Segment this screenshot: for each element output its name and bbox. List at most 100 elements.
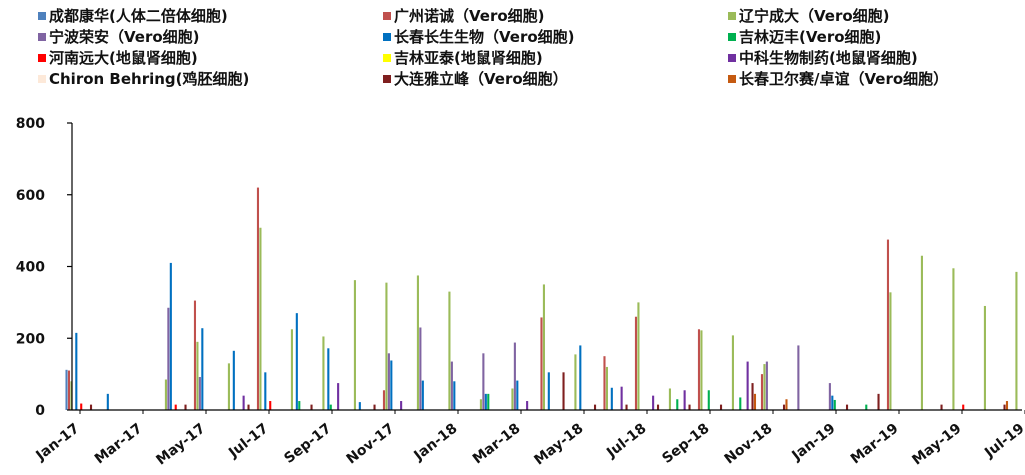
bar — [1005, 401, 1009, 410]
legend-swatch — [728, 33, 736, 41]
bar — [353, 280, 356, 410]
legend-label: 辽宁成大（Vero细胞) — [739, 7, 890, 25]
bar — [196, 341, 199, 410]
bar — [683, 390, 686, 410]
bar — [479, 399, 482, 410]
bar — [579, 345, 582, 410]
bar — [327, 348, 330, 410]
bar — [65, 369, 68, 410]
y-tick-labels: 0 200 400 600 800 — [16, 116, 45, 419]
x-tick-label: Nov-18 — [722, 421, 776, 468]
bar — [298, 401, 301, 410]
bar — [731, 335, 734, 410]
bar — [634, 316, 638, 410]
bar — [1015, 271, 1018, 410]
legend-label: 长春卫尔赛/卓谊（Vero细胞） — [739, 70, 949, 88]
legend-swatch — [383, 75, 391, 83]
bar — [174, 404, 177, 410]
axes-group — [67, 122, 1025, 414]
y-tick-label: 400 — [16, 260, 45, 276]
bar — [198, 377, 201, 410]
bar — [259, 227, 262, 410]
legend-label: 河南远大(地鼠肾细胞) — [49, 49, 198, 67]
legend-swatch — [383, 33, 391, 41]
bar — [256, 187, 260, 410]
bar — [983, 305, 986, 410]
bar — [232, 350, 235, 410]
bar — [751, 383, 754, 410]
legend-label: 长春长生生物（Vero细胞) — [394, 28, 575, 46]
legend-swatch — [38, 75, 46, 83]
x-tick-label: Jan-17 — [32, 421, 82, 465]
bar — [382, 390, 386, 410]
bar — [264, 372, 267, 410]
legend-swatch — [383, 54, 391, 62]
bar — [656, 404, 660, 410]
x-tick-label: Mar-17 — [92, 421, 146, 468]
x-tick-label: Mar-18 — [470, 421, 524, 468]
bar — [603, 356, 606, 410]
x-tick-label: May-19 — [909, 421, 964, 469]
bar — [719, 404, 723, 410]
bar — [763, 364, 766, 410]
legend-label: 广州诺诚（Vero细胞) — [394, 7, 545, 25]
legend-item: 宁波荣安（Vero细胞) — [38, 27, 200, 47]
bar — [605, 366, 608, 410]
bar — [193, 300, 197, 410]
bar — [89, 404, 93, 410]
legend-item: 吉林亚泰(地鼠肾细胞) — [383, 48, 543, 68]
legend-label: 宁波荣安（Vero细胞) — [49, 28, 200, 46]
legend-item: 长春卫尔赛/卓谊（Vero细胞） — [728, 69, 948, 89]
bar — [80, 403, 83, 410]
bar — [169, 262, 172, 410]
bar — [688, 404, 691, 410]
bar — [487, 393, 490, 410]
x-tick-label: Mar-19 — [848, 421, 902, 468]
x-tick-label: Jul-18 — [603, 421, 649, 462]
legend-swatch — [38, 54, 46, 62]
bar — [625, 404, 628, 410]
legend-item: 中科生物制药(地鼠肾细胞) — [728, 48, 918, 68]
bar — [67, 370, 71, 410]
bar — [877, 393, 880, 410]
legend-swatch — [38, 33, 46, 41]
bar — [201, 328, 204, 410]
x-tick-label: Jan-18 — [410, 421, 460, 465]
bar — [920, 255, 923, 410]
bar — [540, 317, 543, 410]
bar — [865, 404, 868, 410]
bar — [75, 332, 78, 410]
bar — [448, 291, 451, 410]
x-tick-label: Sep-18 — [659, 421, 712, 467]
legend-swatch — [383, 12, 391, 20]
bar — [547, 372, 550, 410]
x-tick-label: Jul-17 — [225, 421, 271, 462]
legend-swatch — [728, 12, 736, 20]
legend-label: Chiron Behring(鸡胚细胞) — [49, 70, 250, 88]
bar — [450, 361, 453, 410]
bar — [889, 292, 892, 410]
bar — [164, 379, 167, 410]
bar — [295, 313, 298, 410]
legend-item: 长春长生生物（Vero细胞) — [383, 27, 575, 47]
bar — [482, 353, 485, 410]
legend-label: 吉林迈丰(Vero细胞) — [739, 28, 882, 46]
bar — [385, 282, 388, 410]
bar — [416, 275, 419, 410]
legend-swatch — [38, 12, 46, 20]
bar — [513, 342, 516, 410]
bar — [637, 302, 640, 411]
legend-label: 大连雅立峰（Vero细胞） — [394, 70, 568, 88]
bar — [760, 374, 764, 411]
legend-swatch — [728, 54, 736, 62]
bar — [652, 395, 655, 410]
bar — [1003, 404, 1006, 410]
bar — [337, 383, 340, 410]
legend-item: 河南远大(地鼠肾细胞) — [38, 48, 198, 68]
bar — [940, 404, 943, 410]
bars-group — [65, 187, 1018, 411]
x-tick-label: May-17 — [153, 421, 208, 469]
bar — [753, 393, 757, 410]
